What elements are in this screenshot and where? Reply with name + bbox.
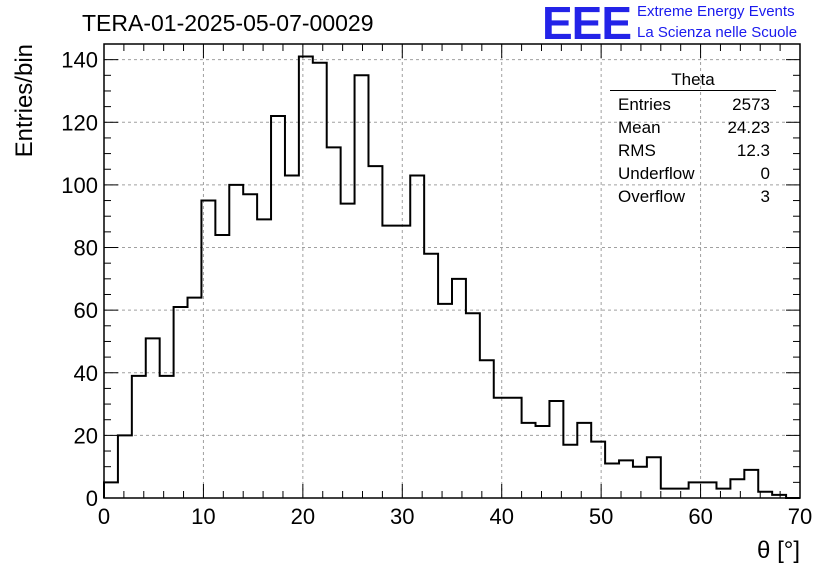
- histogram-bin: [299, 57, 313, 498]
- histogram-bin: [201, 201, 215, 498]
- stats-rows: Entries 2573 Mean 24.23 RMS 12.3 Underflow 0 Ove…: [610, 93, 776, 208]
- histogram-bin: [675, 489, 689, 498]
- x-tick-label: 60: [688, 504, 712, 529]
- histogram-bin: [730, 479, 744, 498]
- histogram-bin: [438, 304, 452, 498]
- histogram-bin: [396, 226, 410, 498]
- y-tick-label: 60: [74, 298, 98, 323]
- histogram-bin: [327, 147, 341, 498]
- histogram-bin: [341, 204, 355, 498]
- histogram-bin: [382, 226, 396, 498]
- histogram-bin: [758, 492, 772, 498]
- y-tick-label: 100: [61, 173, 98, 198]
- y-axis-label: Entries/bin: [11, 44, 38, 157]
- stats-label: Entries: [618, 95, 671, 114]
- histogram-series: [103, 55, 800, 499]
- histogram-bin: [313, 63, 327, 498]
- stats-value: 2573: [732, 95, 770, 114]
- y-tick-label: 20: [74, 423, 98, 448]
- chart-title: TERA-01-2025-05-07-00029: [82, 10, 374, 36]
- histogram-bin: [174, 307, 188, 498]
- plot-frame: [103, 43, 801, 499]
- histogram-bin: [744, 470, 758, 498]
- histogram-bin: [271, 116, 285, 498]
- histogram-bin: [494, 398, 508, 498]
- x-tick-label: 70: [788, 504, 812, 529]
- histogram-bin: [661, 489, 675, 498]
- histogram-bin: [772, 495, 786, 498]
- stats-title: Theta: [610, 70, 776, 91]
- histogram-bin: [229, 185, 243, 498]
- histogram-bin: [647, 457, 661, 498]
- histogram-bin: [633, 467, 647, 498]
- x-tick-label: 10: [191, 504, 215, 529]
- histogram-bin: [466, 313, 480, 498]
- histogram-bin: [480, 360, 494, 498]
- histogram-bin: [355, 75, 369, 498]
- x-tick-label: 50: [589, 504, 613, 529]
- y-tick-label: 80: [74, 236, 98, 261]
- histogram-bin: [104, 482, 118, 498]
- histogram-bin: [368, 166, 382, 498]
- x-tick-label: 20: [291, 504, 315, 529]
- stats-value: 3: [760, 187, 770, 206]
- stats-label: RMS: [618, 141, 656, 160]
- stats-row: Entries 2573: [610, 93, 776, 116]
- histogram-bin: [508, 398, 522, 498]
- y-tick-label: 40: [74, 361, 98, 386]
- histogram-bin: [536, 426, 550, 498]
- histogram-bin: [424, 254, 438, 498]
- histogram-bin: [619, 460, 633, 498]
- histogram-bin: [563, 445, 577, 498]
- histogram-bin: [522, 423, 536, 498]
- histogram-bin: [215, 235, 229, 498]
- stats-row: Overflow 3: [610, 185, 776, 208]
- histogram-bin: [257, 219, 271, 498]
- stats-row: Mean 24.23: [610, 116, 776, 139]
- eee-logo: EEE: [542, 0, 632, 49]
- histogram-bin: [716, 489, 730, 498]
- stats-row: Underflow 0: [610, 162, 776, 185]
- stats-box: Theta Entries 2573 Mean 24.23 RMS 12.3 Underfl…: [610, 70, 776, 208]
- histogram-bin: [132, 376, 146, 498]
- y-tick-label: 140: [61, 48, 98, 73]
- stats-value: 24.23: [727, 118, 770, 137]
- histogram-bin: [549, 401, 563, 498]
- stats-value: 0: [760, 164, 770, 183]
- histogram-bin: [146, 338, 160, 498]
- logo-subtitle-2: La Scienza nelle Scuole: [637, 24, 798, 41]
- stats-value: 12.3: [736, 141, 770, 160]
- x-axis-label: θ [°]: [757, 537, 800, 564]
- stats-label: Overflow: [618, 187, 686, 206]
- histogram-bin: [410, 176, 424, 498]
- histogram-bin: [452, 279, 466, 498]
- histogram-bin: [605, 464, 619, 498]
- histogram-bin: [160, 376, 174, 498]
- x-tick-label: 30: [390, 504, 414, 529]
- y-tick-label: 0: [86, 486, 98, 511]
- stats-label: Underflow: [618, 164, 695, 183]
- histogram-bin: [118, 435, 132, 498]
- histogram-bin: [703, 482, 717, 498]
- stats-row: RMS 12.3: [610, 139, 776, 162]
- x-tick-label: 40: [489, 504, 513, 529]
- histogram-bin: [243, 194, 257, 498]
- histogram-bin: [577, 423, 591, 498]
- histogram-bin: [591, 442, 605, 498]
- histogram-bin: [188, 298, 202, 498]
- x-tick-label: 0: [98, 504, 110, 529]
- stats-label: Mean: [618, 118, 661, 137]
- histogram-bin: [689, 482, 703, 498]
- y-tick-label: 120: [61, 110, 98, 135]
- histogram-bin: [285, 176, 299, 498]
- logo-subtitle-1: Extreme Energy Events: [637, 3, 795, 20]
